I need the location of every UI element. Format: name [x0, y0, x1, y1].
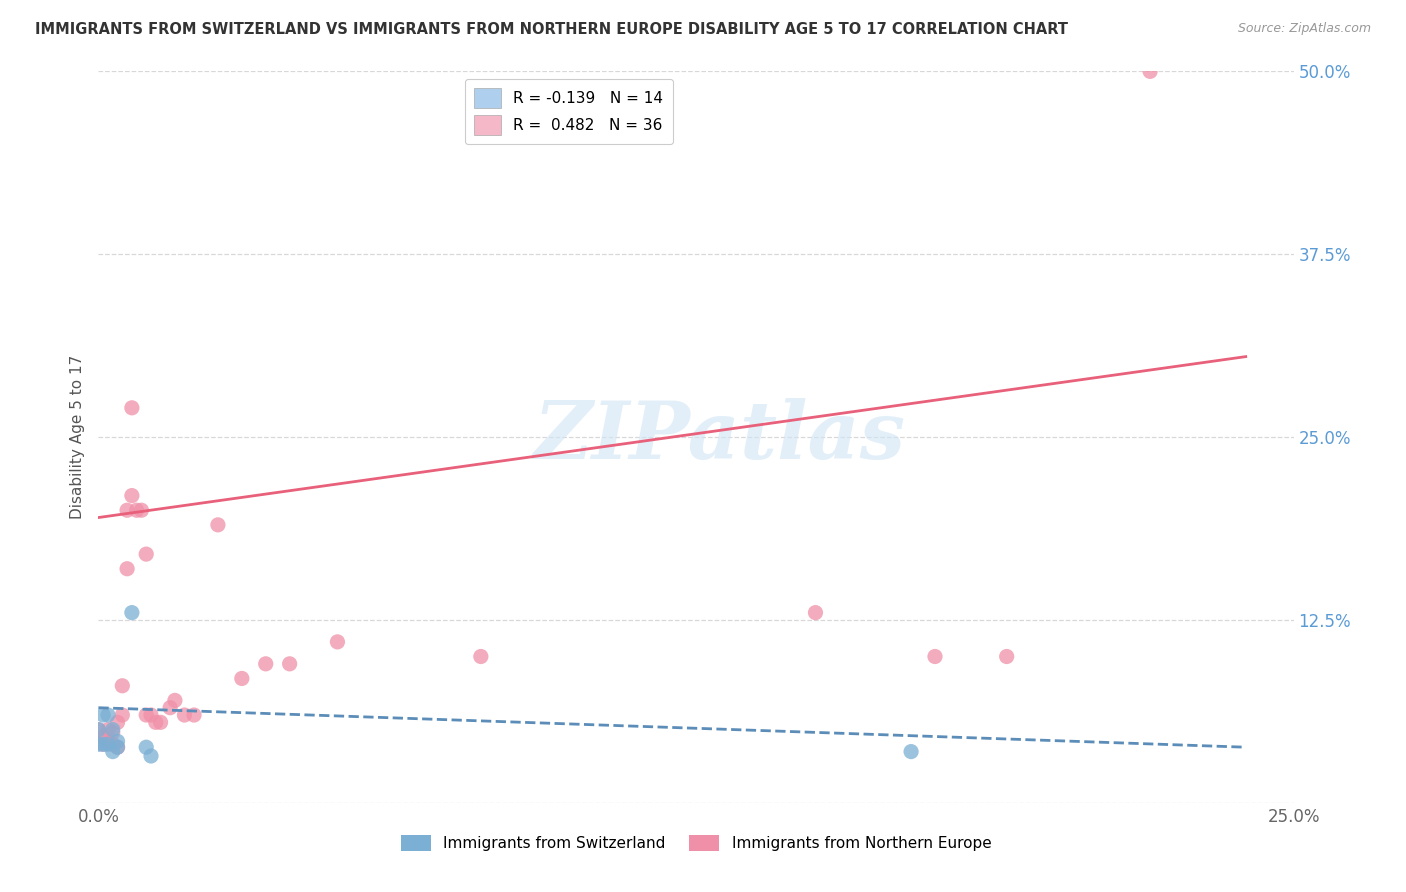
Point — [91, 737, 114, 751]
Point — [107, 715, 129, 730]
Point — [183, 708, 205, 723]
Legend: Immigrants from Switzerland, Immigrants from Northern Europe: Immigrants from Switzerland, Immigrants … — [395, 830, 997, 857]
Point — [115, 503, 138, 517]
Point — [121, 401, 143, 415]
Point — [91, 730, 114, 744]
Point — [207, 517, 229, 532]
Point — [163, 693, 186, 707]
Point — [121, 606, 143, 620]
Point — [159, 700, 181, 714]
Point — [97, 723, 120, 737]
Y-axis label: Disability Age 5 to 17: Disability Age 5 to 17 — [69, 355, 84, 519]
Point — [231, 672, 253, 686]
Point — [139, 708, 162, 723]
Point — [91, 708, 114, 723]
Point — [107, 740, 129, 755]
Point — [111, 679, 134, 693]
Text: ZIPatlas: ZIPatlas — [534, 399, 905, 475]
Point — [131, 503, 153, 517]
Point — [145, 715, 167, 730]
Point — [278, 657, 301, 671]
Point — [101, 745, 124, 759]
Point — [107, 734, 129, 748]
Point — [101, 725, 124, 739]
Text: Source: ZipAtlas.com: Source: ZipAtlas.com — [1237, 22, 1371, 36]
Point — [87, 723, 110, 737]
Point — [995, 649, 1018, 664]
Point — [804, 606, 827, 620]
Point — [97, 734, 120, 748]
Point — [135, 740, 157, 755]
Point — [115, 562, 138, 576]
Point — [135, 547, 157, 561]
Point — [97, 737, 120, 751]
Point — [107, 740, 129, 755]
Point — [101, 723, 124, 737]
Point — [111, 708, 134, 723]
Point — [326, 635, 349, 649]
Point — [87, 737, 110, 751]
Point — [173, 708, 195, 723]
Point — [97, 708, 120, 723]
Point — [1139, 64, 1161, 78]
Text: IMMIGRANTS FROM SWITZERLAND VS IMMIGRANTS FROM NORTHERN EUROPE DISABILITY AGE 5 : IMMIGRANTS FROM SWITZERLAND VS IMMIGRANT… — [35, 22, 1069, 37]
Point — [101, 737, 124, 751]
Point — [254, 657, 277, 671]
Point — [900, 745, 922, 759]
Point — [121, 489, 143, 503]
Point — [125, 503, 148, 517]
Point — [149, 715, 172, 730]
Point — [139, 749, 162, 764]
Point — [91, 737, 114, 751]
Point — [135, 708, 157, 723]
Point — [87, 723, 110, 737]
Point — [924, 649, 946, 664]
Point — [470, 649, 492, 664]
